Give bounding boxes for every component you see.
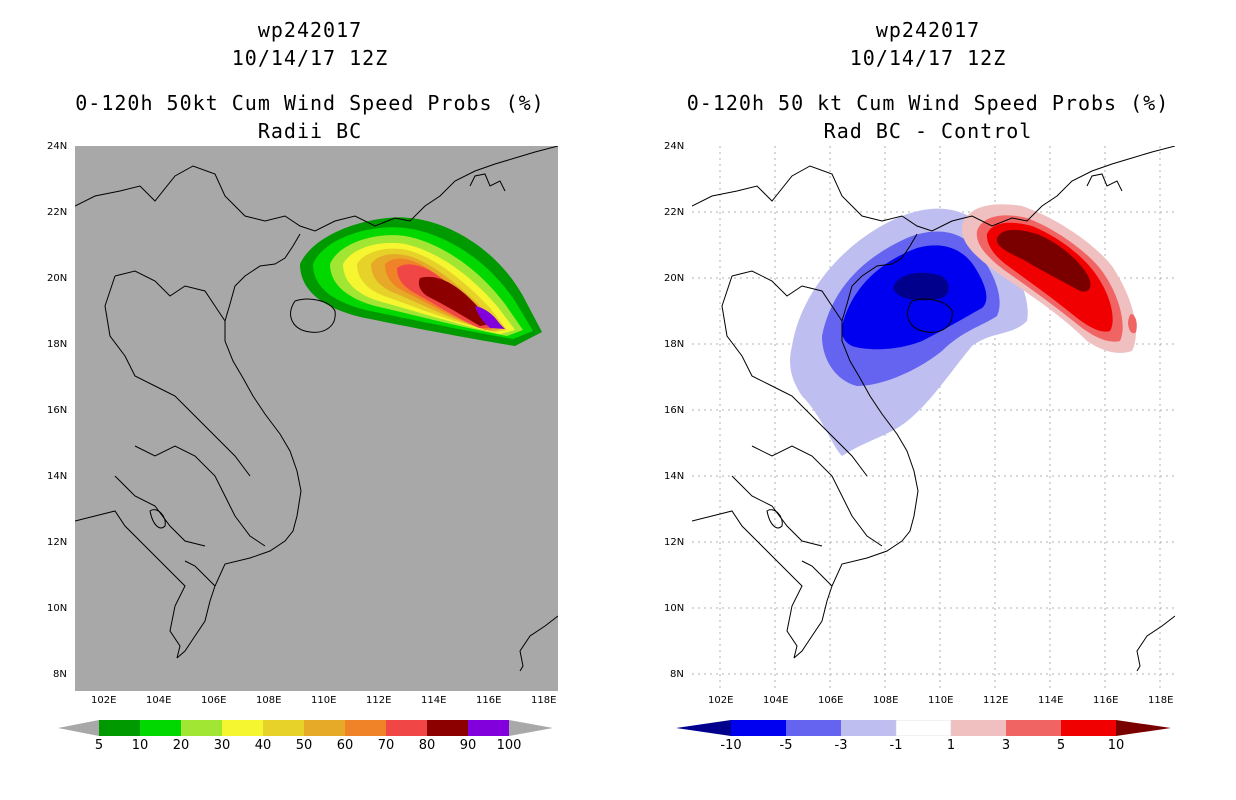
lat-label: 24N xyxy=(664,141,685,152)
lat-label: 20N xyxy=(47,273,68,284)
lon-label: 104E xyxy=(763,695,789,706)
left-probability-swath xyxy=(300,217,542,346)
left-coastlines xyxy=(75,146,558,672)
colorbar-label: 40 xyxy=(254,738,272,753)
colorbar-over-triangle xyxy=(509,720,553,736)
colorbar-label: 90 xyxy=(459,738,477,753)
left-title-product: 0-120h 50kt Cum Wind Speed Probs (%) xyxy=(75,91,545,115)
colorbar-swatch xyxy=(263,720,304,736)
lat-label: 12N xyxy=(47,537,68,548)
lat-label: 14N xyxy=(47,471,68,482)
colorbar-swatch xyxy=(1006,720,1061,736)
lon-label: 116E xyxy=(476,695,502,706)
lat-label: 10N xyxy=(664,603,685,614)
left-title-date: 10/14/17 12Z xyxy=(231,46,389,70)
lon-label: 114E xyxy=(421,695,447,706)
colorbar-swatch xyxy=(841,720,896,736)
lon-label: 112E xyxy=(983,695,1009,706)
right-title-subtitle: Rad BC - Control xyxy=(823,119,1033,143)
colorbar-swatch xyxy=(468,720,509,736)
colorbar-label: -3 xyxy=(834,738,848,753)
colorbar-over-triangle xyxy=(1116,720,1171,736)
right-negative-difference xyxy=(790,208,1028,456)
right-coastlines xyxy=(692,146,1175,672)
colorbar-label: 80 xyxy=(418,738,436,753)
colorbar-label: 5 xyxy=(1056,738,1066,753)
colorbar-swatch xyxy=(386,720,427,736)
right-colorbar xyxy=(676,720,1171,736)
lon-label: 112E xyxy=(366,695,392,706)
colorbar-swatch xyxy=(99,720,140,736)
lat-label: 24N xyxy=(47,141,68,152)
colorbar-swatch xyxy=(181,720,222,736)
colorbar-label: 100 xyxy=(496,738,522,753)
left-title-subtitle: Radii BC xyxy=(257,119,363,143)
colorbar-label: 10 xyxy=(1107,738,1125,753)
right-title-date: 10/14/17 12Z xyxy=(849,46,1007,70)
colorbar-swatch xyxy=(140,720,181,736)
lon-label: 102E xyxy=(708,695,734,706)
lat-label: 12N xyxy=(664,537,685,548)
lon-label: 108E xyxy=(256,695,282,706)
colorbar-label: 10 xyxy=(131,738,149,753)
left-map xyxy=(75,146,558,691)
colorbar-label: 60 xyxy=(336,738,354,753)
right-positive-difference xyxy=(961,204,1137,353)
colorbar-label: 5 xyxy=(94,738,104,753)
lon-label: 104E xyxy=(146,695,172,706)
colorbar-swatch xyxy=(731,720,786,736)
lon-label: 110E xyxy=(928,695,954,706)
colorbar-label: 70 xyxy=(377,738,395,753)
colorbar-label: -5 xyxy=(779,738,793,753)
lon-label: 106E xyxy=(201,695,227,706)
lon-label: 106E xyxy=(818,695,844,706)
lat-label: 22N xyxy=(47,207,68,218)
left-colorbar xyxy=(58,720,553,736)
lon-label: 114E xyxy=(1038,695,1064,706)
lon-label: 116E xyxy=(1093,695,1119,706)
lat-label: 10N xyxy=(47,603,68,614)
colorbar-label: 50 xyxy=(295,738,313,753)
colorbar-label: 20 xyxy=(172,738,190,753)
colorbar-swatch xyxy=(427,720,468,736)
colorbar-swatch xyxy=(304,720,345,736)
lat-label: 22N xyxy=(664,207,685,218)
lon-label: 110E xyxy=(311,695,337,706)
right-title-product: 0-120h 50 kt Cum Wind Speed Probs (%) xyxy=(686,91,1170,115)
colorbar-swatch xyxy=(222,720,263,736)
lon-label: 108E xyxy=(873,695,899,706)
right-map xyxy=(692,146,1175,691)
lat-label: 16N xyxy=(664,405,685,416)
colorbar-swatch xyxy=(1061,720,1116,736)
lat-label: 8N xyxy=(670,669,684,680)
colorbar-label: 30 xyxy=(213,738,231,753)
colorbar-under-triangle xyxy=(58,720,99,736)
colorbar-swatch xyxy=(895,720,952,736)
lat-label: 18N xyxy=(47,339,68,350)
lon-label: 102E xyxy=(91,695,117,706)
colorbar-label: 1 xyxy=(946,738,956,753)
colorbar-swatch xyxy=(951,720,1006,736)
colorbar-label: -1 xyxy=(889,738,903,753)
colorbar-under-triangle xyxy=(676,720,731,736)
lon-label: 118E xyxy=(531,695,557,706)
lat-label: 20N xyxy=(664,273,685,284)
colorbar-label: 3 xyxy=(1001,738,1011,753)
right-title-storm-id: wp242017 xyxy=(875,18,981,42)
colorbar-swatch xyxy=(786,720,841,736)
lon-label: 118E xyxy=(1148,695,1174,706)
lat-label: 14N xyxy=(664,471,685,482)
colorbar-swatch xyxy=(345,720,386,736)
left-title-storm-id: wp242017 xyxy=(257,18,363,42)
lat-label: 18N xyxy=(664,339,685,350)
lat-label: 16N xyxy=(47,405,68,416)
lat-label: 8N xyxy=(53,669,67,680)
colorbar-label: -10 xyxy=(720,738,742,753)
